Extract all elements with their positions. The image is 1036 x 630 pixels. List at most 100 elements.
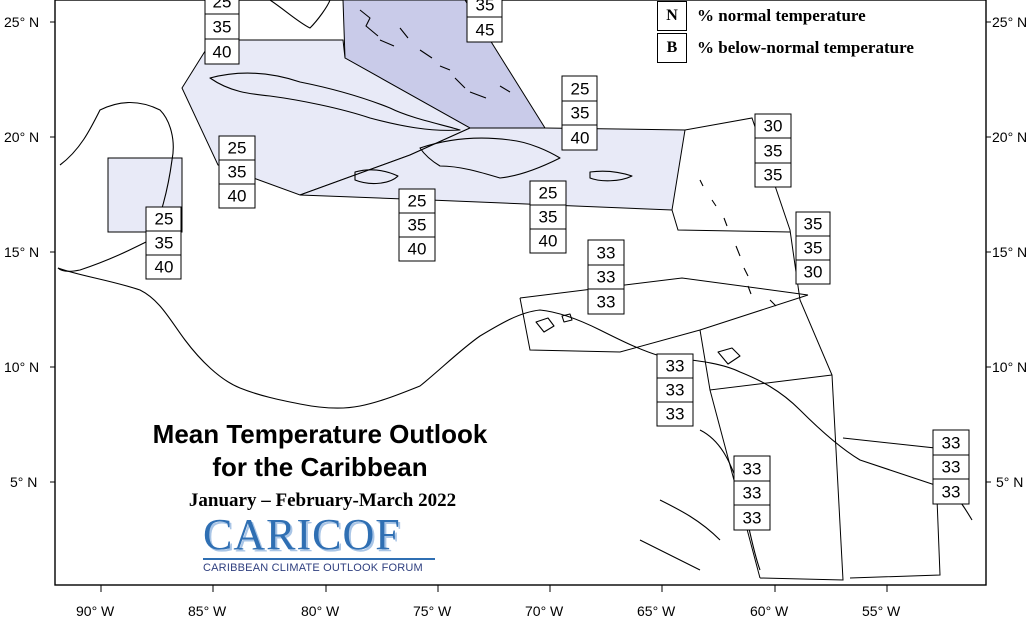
lon-label-60: 60° W bbox=[750, 603, 789, 619]
probability-box-suriname: 33 33 33 bbox=[932, 429, 970, 505]
logo-wordmark: CARICOF bbox=[203, 510, 401, 559]
latitude-ticks-left bbox=[50, 21, 55, 483]
probability-box-turks-caicos: 25 35 40 bbox=[561, 75, 598, 151]
probability-box-abc-islands: 33 33 33 bbox=[587, 239, 625, 315]
zone-suriname-boundary bbox=[842, 437, 941, 579]
prob-value: 35 bbox=[804, 215, 823, 234]
lat-label-10-left: 10° N bbox=[4, 359, 39, 375]
central-south-america-coast bbox=[57, 267, 973, 521]
lon-label-80: 80° W bbox=[301, 603, 340, 619]
prob-value: 33 bbox=[666, 405, 685, 424]
prob-value: 33 bbox=[743, 509, 762, 528]
zone-east-carib-boundary bbox=[671, 209, 791, 233]
prob-value: 25 bbox=[571, 80, 590, 99]
probability-box-belize: 25 35 40 bbox=[145, 206, 182, 280]
lon-label-90: 90° W bbox=[76, 603, 115, 619]
prob-value: 33 bbox=[597, 293, 616, 312]
prob-value: 35 bbox=[539, 208, 558, 227]
probability-box-eastern-caribbean: 35 35 30 bbox=[795, 211, 831, 285]
yucatan-coast bbox=[57, 102, 174, 272]
legend-key-below: B bbox=[657, 33, 687, 63]
prob-value: 33 bbox=[666, 357, 685, 376]
probability-box-guyana: 33 33 33 bbox=[733, 455, 771, 531]
prob-value: 45 bbox=[476, 21, 495, 40]
latitude-labels-right: 25° N 20° N 15° N 10° N 5° N bbox=[992, 14, 1027, 490]
lat-label-20-left: 20° N bbox=[4, 129, 39, 145]
prob-value: 25 bbox=[539, 184, 558, 203]
prob-value: 40 bbox=[228, 187, 247, 206]
legend-key-normal: N bbox=[657, 1, 687, 31]
probability-box-trinidad: 33 33 33 bbox=[656, 353, 694, 427]
lon-label-75: 75° W bbox=[413, 603, 452, 619]
caricof-logo: CARICOF CARIBBEAN CLIMATE OUTLOOK FORUM bbox=[203, 512, 435, 574]
season-label: January – February-March 2022 bbox=[188, 490, 457, 511]
interior-rivers bbox=[639, 499, 721, 571]
legend-row-normal: N % normal temperature bbox=[657, 0, 914, 32]
prob-value: 25 bbox=[408, 192, 427, 211]
prob-value: 35 bbox=[408, 216, 427, 235]
legend-row-below: B % below-normal temperature bbox=[657, 32, 914, 64]
trinidad-island bbox=[717, 347, 741, 365]
prob-value: 35 bbox=[213, 18, 232, 37]
lat-label-5-left: 5° N bbox=[10, 474, 37, 490]
lat-label-20-right: 20° N bbox=[992, 129, 1027, 145]
hispaniola-coast bbox=[419, 137, 561, 179]
cuba-coast bbox=[209, 72, 461, 131]
zone-leeward-boundary bbox=[684, 117, 844, 581]
legend: N % normal temperature B % below-normal … bbox=[657, 0, 914, 64]
florida-coast bbox=[269, 0, 331, 29]
prob-value: 35 bbox=[476, 0, 495, 15]
logo-tagline: CARIBBEAN CLIMATE OUTLOOK FORUM bbox=[203, 558, 435, 574]
prob-value: 35 bbox=[571, 104, 590, 123]
prob-value: 25 bbox=[213, 0, 232, 12]
probability-box-bahamas-north: 25 35 40 bbox=[204, 0, 240, 65]
lat-label-25-left: 25° N bbox=[4, 14, 39, 30]
abc-islands bbox=[535, 313, 573, 333]
map-title: Mean Temperature Outlook for the Caribbe… bbox=[95, 418, 545, 484]
map-title-line1: Mean Temperature Outlook bbox=[152, 419, 488, 449]
latitude-ticks-right bbox=[986, 21, 991, 483]
probability-box-cuba: 25 35 40 bbox=[218, 135, 256, 209]
lesser-antilles bbox=[699, 179, 777, 307]
zone-abc-south-boundary bbox=[519, 294, 809, 353]
prob-value: 33 bbox=[743, 484, 762, 503]
prob-value: 33 bbox=[743, 460, 762, 479]
prob-value: 33 bbox=[597, 268, 616, 287]
probability-box-hispaniola: 25 35 40 bbox=[529, 180, 567, 254]
lon-label-70: 70° W bbox=[525, 603, 564, 619]
prob-value: 33 bbox=[666, 381, 685, 400]
prob-value: 33 bbox=[942, 434, 961, 453]
puerto-rico-coast bbox=[589, 170, 633, 182]
map-title-line2: for the Caribbean bbox=[212, 452, 428, 482]
prob-value: 40 bbox=[571, 129, 590, 148]
probability-box-bahamas-south: 35 45 25 bbox=[466, 0, 503, 43]
latitude-labels-left: 25° N 20° N 15° N 10° N 5° N bbox=[4, 14, 39, 490]
prob-value: 25 bbox=[228, 139, 247, 158]
lat-label-15-right: 15° N bbox=[992, 244, 1027, 260]
longitude-ticks bbox=[100, 585, 888, 592]
prob-value: 40 bbox=[213, 43, 232, 62]
probability-box-northern-leeward: 30 35 35 bbox=[754, 113, 792, 188]
lon-label-65: 65° W bbox=[637, 603, 676, 619]
lat-label-10-right: 10° N bbox=[992, 359, 1027, 375]
prob-value: 30 bbox=[764, 117, 783, 136]
zone-abc-boundary bbox=[519, 277, 809, 299]
longitude-labels: 90° W 85° W 80° W 75° W 70° W 65° W 60° … bbox=[76, 603, 901, 619]
prob-value: 35 bbox=[155, 234, 174, 253]
coastlines bbox=[57, 0, 973, 571]
lat-label-25-right: 25° N bbox=[992, 14, 1027, 30]
lon-label-55: 55° W bbox=[862, 603, 901, 619]
prob-value: 25 bbox=[155, 210, 174, 229]
legend-text-normal: % normal temperature bbox=[697, 6, 866, 25]
legend-text-below: % below-normal temperature bbox=[697, 38, 914, 57]
prob-value: 33 bbox=[942, 483, 961, 502]
prob-value: 33 bbox=[942, 458, 961, 477]
map-frame bbox=[54, 0, 987, 586]
jamaica-coast bbox=[354, 169, 399, 185]
probability-box-jamaica: 25 35 40 bbox=[398, 188, 436, 262]
lon-label-85: 85° W bbox=[188, 603, 227, 619]
prob-value: 35 bbox=[764, 166, 783, 185]
bahamas-islands bbox=[359, 9, 511, 99]
prob-value: 40 bbox=[155, 258, 174, 277]
